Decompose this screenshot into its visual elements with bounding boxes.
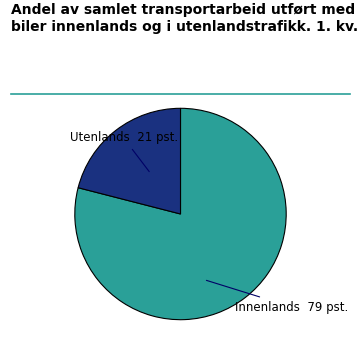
Text: Andel av samlet transportarbeid utført med norske
biler innenlands og i utenland: Andel av samlet transportarbeid utført m… <box>11 3 361 34</box>
Text: Innenlands  79 pst.: Innenlands 79 pst. <box>206 280 349 313</box>
Wedge shape <box>75 108 286 320</box>
Wedge shape <box>78 108 180 214</box>
Text: Utenlands  21 pst.: Utenlands 21 pst. <box>70 131 178 172</box>
